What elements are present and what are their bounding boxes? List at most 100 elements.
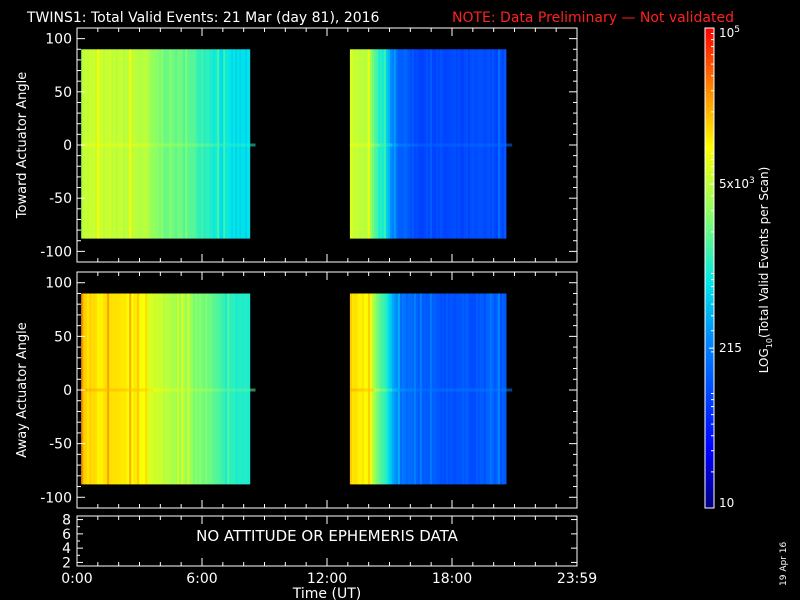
zero-angle-band	[499, 143, 507, 147]
zero-angle-band	[415, 388, 423, 392]
zero-angle-band	[391, 143, 399, 147]
zero-angle-band	[451, 143, 459, 147]
zero-angle-band	[195, 143, 202, 147]
y-tick-label: 50	[54, 329, 72, 345]
y-tick-label: 4	[62, 541, 71, 557]
zero-angle-band	[391, 388, 399, 392]
y-tick-label: 6	[62, 527, 71, 543]
zero-angle-band	[379, 143, 387, 147]
zero-angle-band	[135, 388, 142, 392]
zero-angle-band	[505, 388, 513, 392]
x-axis-label: Time (UT)	[292, 586, 361, 600]
zero-angle-band	[195, 388, 202, 392]
zero-angle-band	[87, 388, 94, 392]
zero-angle-band	[373, 143, 381, 147]
zero-angle-band	[421, 143, 429, 147]
zero-angle-band	[481, 143, 489, 147]
colorbar-tick-label: 5x103	[719, 176, 755, 191]
zero-angle-band	[189, 143, 196, 147]
y-tick-label: -50	[49, 191, 72, 207]
y-tick-label: 8	[62, 513, 71, 529]
y-tick-label: 0	[63, 138, 72, 154]
zero-angle-band	[225, 143, 232, 147]
y-tick-label: 2	[62, 555, 71, 571]
zero-angle-band	[129, 143, 136, 147]
y-tick-label: -100	[40, 244, 72, 260]
zero-angle-band	[171, 143, 178, 147]
zero-angle-band	[171, 388, 178, 392]
y-tick-label: 50	[54, 85, 72, 101]
y-tick-label: 100	[45, 32, 72, 48]
zero-angle-band	[165, 388, 172, 392]
zero-angle-band	[111, 388, 118, 392]
zero-angle-band	[397, 143, 405, 147]
colorbar-label: LOG10(Total Valid Events per Scan)	[757, 167, 774, 374]
zero-angle-band	[201, 388, 208, 392]
heatmap-segment	[81, 49, 256, 239]
zero-angle-band	[481, 388, 489, 392]
zero-angle-band	[463, 388, 471, 392]
zero-angle-band	[93, 388, 100, 392]
zero-angle-band	[427, 388, 435, 392]
zero-angle-band	[451, 388, 459, 392]
zero-angle-band	[487, 143, 495, 147]
no-data-message: NO ATTITUDE OR EPHEMERIS DATA	[196, 527, 459, 545]
zero-angle-band	[99, 388, 106, 392]
zero-angle-band	[433, 143, 441, 147]
zero-angle-band	[213, 388, 220, 392]
zero-angle-band	[397, 388, 405, 392]
zero-angle-band	[367, 143, 375, 147]
y-tick-label: 0	[63, 383, 72, 399]
x-tick-label: 23:59	[557, 571, 597, 587]
zero-angle-band	[355, 143, 363, 147]
zero-angle-band	[433, 388, 441, 392]
zero-angle-band	[403, 388, 411, 392]
zero-angle-band	[361, 143, 369, 147]
zero-angle-band	[367, 388, 375, 392]
y-tick-label: -100	[40, 490, 72, 506]
y-tick-label: 100	[45, 276, 72, 292]
zero-angle-band	[93, 143, 100, 147]
zero-angle-band	[475, 143, 483, 147]
zero-angle-band	[117, 143, 124, 147]
zero-angle-band	[499, 388, 507, 392]
zero-angle-band	[183, 143, 190, 147]
zero-angle-band	[153, 143, 160, 147]
zero-angle-band	[349, 388, 357, 392]
zero-angle-band	[409, 143, 417, 147]
zero-angle-band	[177, 388, 184, 392]
toward-panel: 100 50 0 -50 -100 Toward Actuator Angle	[15, 27, 578, 263]
colorbar: 105 5x103 215 10 LOG10(Total Valid Events p…	[704, 25, 774, 510]
zero-angle-band	[457, 143, 465, 147]
x-tick-label: 18:00	[432, 571, 472, 587]
zero-angle-band	[219, 143, 226, 147]
x-tick-label: 0:00	[61, 571, 92, 587]
zero-angle-band	[207, 388, 214, 392]
away-panel: 100 50 0 -50 -100 Away Actuator Angle	[15, 271, 578, 509]
chart-title: TWINS1: Total Valid Events: 21 Mar (day …	[26, 10, 380, 26]
zero-angle-band	[141, 143, 148, 147]
zero-angle-band	[105, 143, 112, 147]
zero-angle-band	[349, 143, 357, 147]
zero-angle-band	[243, 388, 250, 392]
zero-angle-band	[129, 388, 136, 392]
zero-angle-band	[487, 388, 495, 392]
colorbar-tick-label: 105	[719, 25, 740, 40]
zero-angle-band	[213, 143, 220, 147]
zero-angle-band	[249, 388, 256, 392]
zero-angle-band	[361, 388, 369, 392]
colorbar-tick-label: 215	[719, 341, 742, 355]
zero-angle-band	[99, 143, 106, 147]
zero-angle-band	[249, 143, 256, 147]
zero-angle-band	[183, 388, 190, 392]
zero-angle-band	[231, 143, 238, 147]
heatmap-segment	[349, 49, 513, 239]
preliminary-note: NOTE: Data Preliminary — Not validated	[452, 10, 734, 26]
zero-angle-band	[463, 143, 471, 147]
zero-angle-band	[177, 143, 184, 147]
zero-angle-band	[493, 143, 501, 147]
y-tick-label: -50	[49, 437, 72, 453]
zero-angle-band	[469, 388, 477, 392]
heatmap-segment	[349, 293, 513, 485]
